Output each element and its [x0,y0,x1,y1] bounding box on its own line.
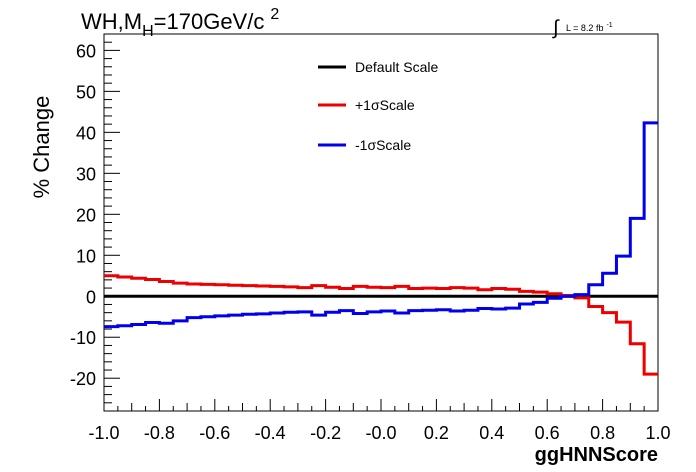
legend-label-minus1sigma: -1σScale [355,137,411,153]
x-tick-label: 0.2 [424,423,449,443]
chart-title-sub: H [142,23,154,40]
x-tick-label: -0.0 [365,423,396,443]
lumi-label: L = 8.2 fb -1 [566,22,613,33]
x-tick-label: -0.4 [255,423,286,443]
plot-frame [103,33,659,412]
x-axis-title: ggHNNScore [535,444,658,466]
x-tick-label: 1.0 [645,423,670,443]
x-tick-label: 0.8 [590,423,615,443]
x-tick-label: -0.8 [144,423,175,443]
y-tick-label: 30 [76,164,96,184]
y-tick-label: -20 [70,369,96,389]
y-tick-label: 10 [76,246,96,266]
y-tick-label: -10 [70,328,96,348]
y-tick-label: 20 [76,205,96,225]
lumi-sup: -1 [606,22,612,29]
y-tick-label: 50 [76,82,96,102]
chart-title-main: WH,M [81,9,142,34]
x-tick-label: 0.4 [479,423,504,443]
y-axis-title: % Change [29,96,54,199]
chart-title-sup: 2 [270,6,279,23]
y-tick-label: 0 [86,287,96,307]
lumi-text: L = 8.2 fb [566,23,603,33]
lumi-integral-sign: ∫ [552,17,560,39]
x-tick-label: -1.0 [88,423,119,443]
x-tick-label: -0.6 [199,423,230,443]
y-tick-label: 40 [76,123,96,143]
axis-ticks [103,33,659,412]
legend-label-default: Default Scale [355,59,438,75]
legend-label-plus1sigma: +1σScale [355,97,415,113]
series-lines [104,121,658,376]
series-line-minus1sigmascale [104,121,658,329]
chart-title-rest: =170GeV/c [154,9,265,34]
series-line-plus1sigmascale [104,274,658,376]
x-tick-label: -0.2 [310,423,341,443]
axis-tick-labels: -1.0 -0.8 -0.6 -0.4 -0.2 -0.0 0.2 0.4 0.6 0.8 1.0 6… [70,41,671,443]
x-tick-label: 0.6 [535,423,560,443]
legend: Default Scale +1σScale -1σScale [318,59,438,153]
chart-title: WH,MH=170GeV/c 2 [81,6,279,40]
y-tick-label: 60 [76,41,96,61]
